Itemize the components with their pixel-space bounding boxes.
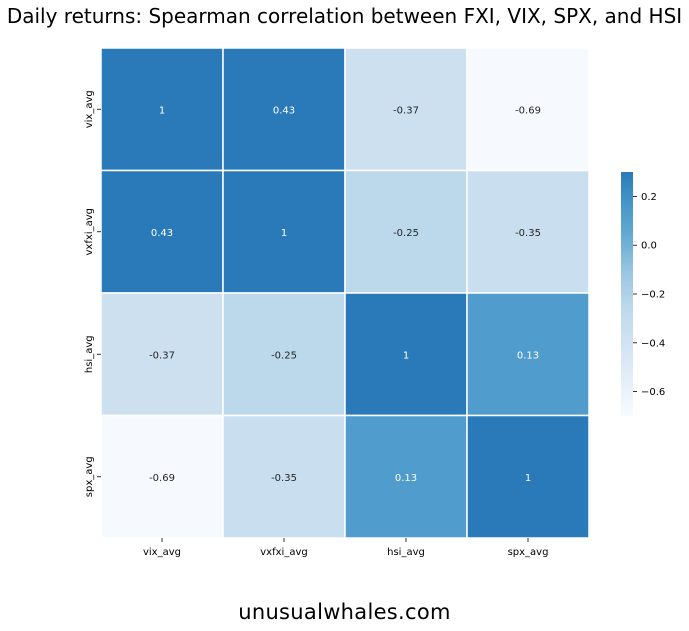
colorbar-tick-label: −0.2 xyxy=(641,290,665,301)
cell-value-label: 0.13 xyxy=(395,473,417,484)
heatmap-cell-vix_avg-hsi_avg xyxy=(344,47,468,172)
colorbar-tick-label: 0.0 xyxy=(641,241,657,252)
x-tick-label: vix_avg xyxy=(143,547,181,558)
heatmap-cell-spx_avg-vxfxi_avg xyxy=(222,414,346,539)
heatmap-cell-vxfxi_avg-spx_avg xyxy=(466,169,590,294)
y-tick-label: vix_avg xyxy=(84,90,95,128)
footer-watermark: unusualwhales.com xyxy=(238,600,451,624)
cell-value-label: -0.25 xyxy=(393,228,419,239)
heatmap-cell-hsi_avg-spx_avg xyxy=(466,292,590,417)
colorbar-tick-label: 0.2 xyxy=(641,192,657,203)
y-tick-label: vxfxi_avg xyxy=(84,208,95,255)
chart-title: Daily returns: Spearman correlation betw… xyxy=(6,4,683,28)
cell-value-label: 0.43 xyxy=(151,228,173,239)
cell-value-label: 1 xyxy=(281,228,287,239)
cell-value-label: -0.35 xyxy=(271,473,297,484)
cell-value-label: -0.69 xyxy=(515,105,541,116)
cell-value-label: 0.13 xyxy=(517,350,539,361)
cell-value-label: 1 xyxy=(525,473,531,484)
cell-value-label: -0.35 xyxy=(515,228,541,239)
heatmap-cell-hsi_avg-vxfxi_avg xyxy=(222,292,346,417)
cell-value-label: -0.37 xyxy=(393,105,419,116)
heatmap-cell-spx_avg-spx_avg xyxy=(466,414,590,539)
y-tick-label: hsi_avg xyxy=(84,335,95,373)
heatmap-cell-vix_avg-vix_avg xyxy=(100,47,224,172)
heatmap-cell-vxfxi_avg-hsi_avg xyxy=(344,169,468,294)
cell-value-label: -0.37 xyxy=(149,350,175,361)
heatmap-cell-spx_avg-vix_avg xyxy=(100,414,224,539)
cell-value-label: 1 xyxy=(159,105,165,116)
heatmap-cell-spx_avg-hsi_avg xyxy=(344,414,468,539)
y-tick-label: spx_avg xyxy=(84,456,95,497)
heatmap-cell-vix_avg-vxfxi_avg xyxy=(222,47,346,172)
cell-value-label: -0.25 xyxy=(271,350,297,361)
x-tick-label: spx_avg xyxy=(508,547,549,558)
colorbar-tick-label: −0.4 xyxy=(641,338,665,349)
x-tick-label: hsi_avg xyxy=(387,547,425,558)
cell-value-label: 1 xyxy=(403,350,409,361)
cell-value-label: 0.43 xyxy=(273,105,295,116)
colorbar xyxy=(621,172,633,416)
x-tick-label: vxfxi_avg xyxy=(260,547,307,558)
colorbar-tick-label: −0.6 xyxy=(641,387,665,398)
cell-value-label: -0.69 xyxy=(149,473,175,484)
